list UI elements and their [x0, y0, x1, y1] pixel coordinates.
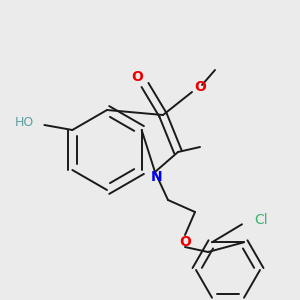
Text: O: O: [194, 80, 206, 94]
Text: HO: HO: [15, 116, 34, 130]
Text: O: O: [179, 235, 191, 249]
Text: O: O: [131, 70, 143, 84]
Text: Cl: Cl: [254, 213, 268, 227]
Text: N: N: [151, 170, 163, 184]
